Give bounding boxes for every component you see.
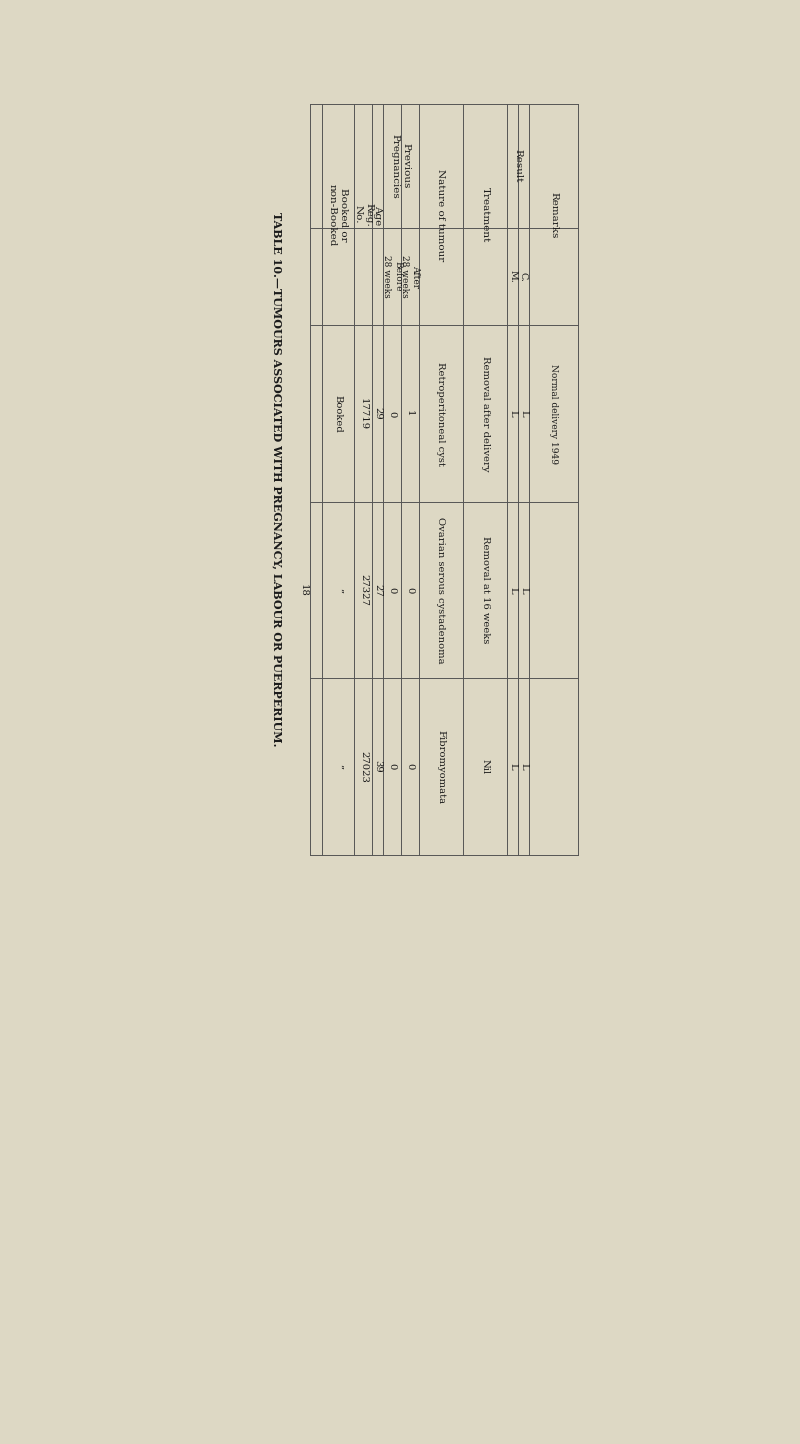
Text: L: L — [508, 764, 517, 770]
Text: 0: 0 — [387, 410, 397, 417]
Text: Age: Age — [373, 205, 382, 225]
Text: 18: 18 — [298, 583, 307, 596]
Text: 1: 1 — [405, 410, 414, 417]
Text: Booked or
non-Booked: Booked or non-Booked — [328, 183, 348, 245]
Text: L: L — [519, 410, 528, 417]
Text: Retroperitoneal cyst: Retroperitoneal cyst — [436, 362, 446, 465]
Text: Ovarian serous cystadenoma: Ovarian serous cystadenoma — [436, 517, 446, 663]
Text: Nature of tumour: Nature of tumour — [436, 169, 446, 261]
Text: L: L — [508, 410, 517, 417]
Text: 27327: 27327 — [359, 575, 368, 606]
Text: 0: 0 — [405, 764, 414, 770]
Text: Normal delivery 1949: Normal delivery 1949 — [549, 364, 558, 464]
Text: L: L — [519, 586, 528, 593]
Text: Treatment: Treatment — [481, 188, 490, 243]
Text: Booked: Booked — [334, 394, 342, 433]
Text: Previous
Pregnancies: Previous Pregnancies — [390, 133, 411, 198]
Text: ”: ” — [334, 764, 342, 770]
Text: Nil: Nil — [481, 760, 490, 774]
Text: 39: 39 — [373, 760, 382, 773]
Text: 0: 0 — [387, 586, 397, 593]
Text: 17719: 17719 — [359, 397, 368, 430]
Text: Removal at 16 weeks: Removal at 16 weeks — [481, 537, 490, 644]
Text: C.: C. — [519, 271, 528, 282]
Text: 27: 27 — [373, 583, 382, 596]
Text: L: L — [508, 586, 517, 593]
Text: M.: M. — [508, 270, 517, 283]
Text: L: L — [519, 764, 528, 770]
Text: 0: 0 — [405, 586, 414, 593]
Text: Before
28 weeks: Before 28 weeks — [382, 256, 402, 297]
Text: 29: 29 — [373, 407, 382, 420]
Text: TABLE 10.—TUMOURS ASSOCIATED WITH PREGNANCY, LABOUR OR PUERPERIUM.: TABLE 10.—TUMOURS ASSOCIATED WITH PREGNA… — [272, 212, 283, 747]
Text: Remarks: Remarks — [549, 192, 558, 238]
Text: After
28 weeks: After 28 weeks — [400, 256, 420, 297]
Text: Reg.
No.: Reg. No. — [354, 202, 374, 227]
Text: 27023: 27023 — [359, 751, 368, 783]
Text: ”: ” — [334, 588, 342, 592]
Text: Removal after delivery: Removal after delivery — [481, 357, 490, 471]
Text: 0: 0 — [387, 764, 397, 770]
Text: Fibromyomata: Fibromyomata — [436, 729, 446, 804]
Text: Result: Result — [514, 149, 522, 182]
